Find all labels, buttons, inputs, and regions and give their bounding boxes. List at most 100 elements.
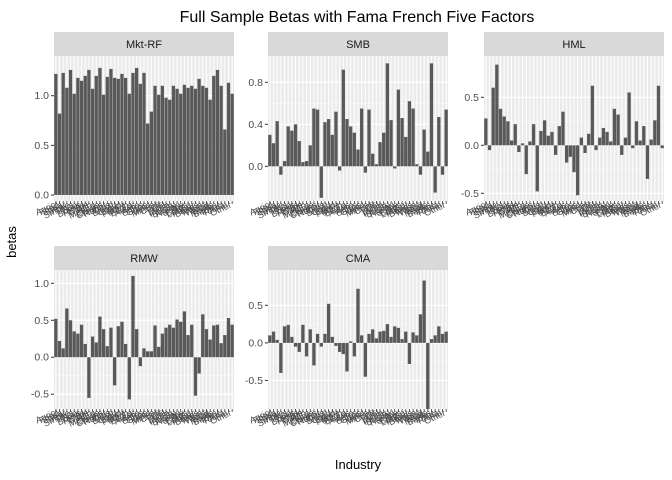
bar xyxy=(142,348,146,358)
bar xyxy=(367,333,371,343)
bar xyxy=(149,111,153,196)
bar xyxy=(315,333,320,343)
bar xyxy=(411,332,415,343)
bar xyxy=(83,343,87,358)
bar xyxy=(87,357,91,398)
bar xyxy=(268,134,272,167)
bar xyxy=(565,145,569,163)
y-tick-label: -0.5 xyxy=(31,389,49,401)
bar xyxy=(396,327,401,343)
bar xyxy=(87,69,91,196)
bar xyxy=(429,339,434,343)
bar xyxy=(345,342,349,372)
bar xyxy=(131,275,135,358)
bar xyxy=(223,335,227,358)
bar xyxy=(326,303,331,343)
facet-strip xyxy=(484,32,664,56)
bar xyxy=(440,333,445,343)
bar xyxy=(131,72,135,196)
x-tick-label: Util xyxy=(365,408,381,423)
facet-strip xyxy=(54,32,234,56)
y-tick-label: -0.5 xyxy=(245,375,263,387)
bar xyxy=(400,339,404,343)
bar xyxy=(149,351,153,358)
bar xyxy=(539,130,543,146)
bar xyxy=(157,346,161,358)
y-tick-label: 0.5 xyxy=(248,300,263,312)
bar xyxy=(590,85,595,146)
bar xyxy=(290,130,294,167)
bar xyxy=(138,83,142,196)
bar xyxy=(400,117,404,167)
facet-strip-label: RMW xyxy=(130,253,158,265)
bar xyxy=(79,80,84,196)
bar xyxy=(374,338,379,343)
bar xyxy=(531,124,536,146)
bar xyxy=(433,335,437,343)
bar xyxy=(120,73,124,196)
bar xyxy=(146,351,150,358)
bar xyxy=(160,85,165,196)
bar xyxy=(182,84,187,196)
bar xyxy=(212,75,216,196)
bar xyxy=(561,111,565,146)
bar xyxy=(653,120,657,146)
bar xyxy=(138,357,142,367)
bar xyxy=(656,85,661,146)
bar xyxy=(517,145,521,153)
facet-panel-mkt-rf: Mkt-RF0.00.51.0AgricFoodSodaBeerSmokeToy… xyxy=(34,32,234,221)
bar xyxy=(226,82,231,196)
bar xyxy=(546,135,550,146)
bar xyxy=(634,121,639,146)
y-tick-label: 0.5 xyxy=(34,140,49,152)
bar xyxy=(164,327,168,358)
bar xyxy=(407,342,412,364)
bar xyxy=(204,87,209,196)
bar xyxy=(76,333,80,358)
bar xyxy=(297,342,301,352)
bar xyxy=(293,124,298,167)
bar xyxy=(337,342,342,352)
bar xyxy=(579,137,583,146)
bar xyxy=(279,342,283,373)
bar xyxy=(422,129,426,167)
bar xyxy=(389,336,393,343)
bar xyxy=(550,131,554,146)
bar xyxy=(642,126,646,146)
bar xyxy=(127,93,131,196)
facet-strip xyxy=(268,32,448,56)
bar xyxy=(319,166,323,198)
y-axis-title: betas xyxy=(4,226,19,258)
bar xyxy=(323,122,327,167)
bar xyxy=(385,63,390,167)
bar xyxy=(290,336,294,343)
bar xyxy=(164,97,168,196)
bar xyxy=(528,141,532,146)
bar xyxy=(415,164,419,167)
bar xyxy=(308,329,312,343)
bar xyxy=(553,145,558,155)
x-tick-label: Fin xyxy=(644,200,660,214)
bar xyxy=(404,136,408,167)
bar xyxy=(524,145,528,175)
bar xyxy=(601,128,606,146)
bar xyxy=(378,331,382,343)
bar xyxy=(271,143,276,167)
bar xyxy=(631,145,635,149)
bar xyxy=(444,331,448,343)
bar xyxy=(385,324,390,343)
bar xyxy=(275,339,279,343)
bar xyxy=(90,88,95,196)
bar xyxy=(230,93,234,196)
bar xyxy=(334,342,338,346)
bar xyxy=(271,331,276,343)
bar xyxy=(54,318,58,358)
bar xyxy=(109,68,113,196)
y-tick-label: 0.0 xyxy=(464,140,479,152)
bar xyxy=(627,92,631,146)
bar xyxy=(341,342,345,355)
bar xyxy=(609,141,613,146)
bar xyxy=(568,145,572,157)
bar xyxy=(127,357,131,400)
